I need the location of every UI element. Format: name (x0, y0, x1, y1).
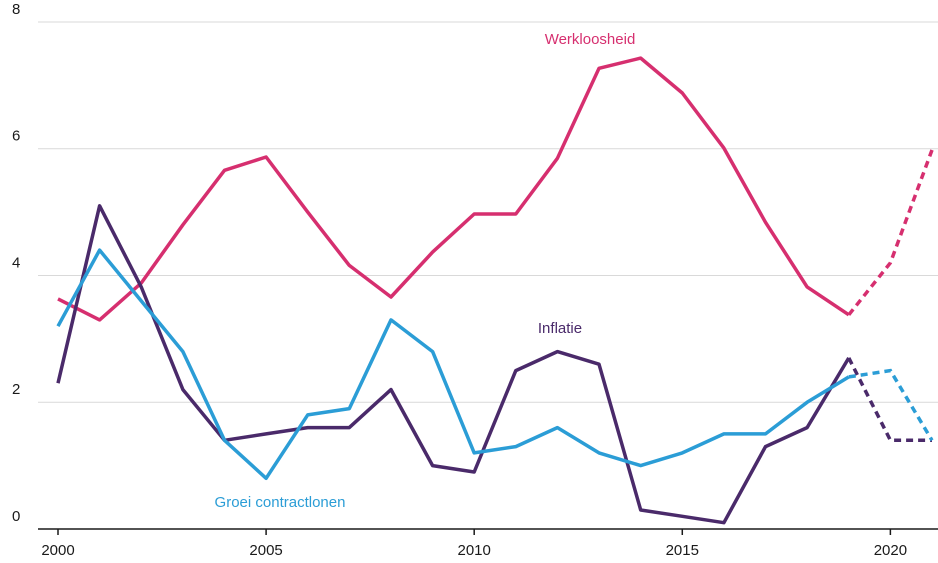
x-tick-label: 2020 (874, 542, 907, 559)
x-tick-label: 2000 (41, 542, 74, 559)
series-label: Groei contractlonen (215, 494, 346, 511)
series-label: Inflatie (538, 320, 582, 337)
forecast-line (847, 357, 932, 443)
y-tick-label: 2 (12, 381, 20, 398)
y-tick-label: 0 (12, 508, 20, 525)
x-tick-label: 2005 (249, 542, 282, 559)
x-tick-label: 2015 (666, 542, 699, 559)
y-tick-label: 4 (12, 254, 20, 271)
forecast-line (848, 368, 934, 442)
series-line (56, 248, 850, 481)
forecast-line (847, 149, 934, 316)
series-line (57, 56, 850, 322)
series-line (56, 204, 851, 525)
y-tick-label: 8 (12, 1, 20, 18)
series-label: Werkloosheid (545, 31, 636, 48)
y-tick-label: 6 (12, 128, 20, 145)
x-tick-label: 2010 (458, 542, 491, 559)
